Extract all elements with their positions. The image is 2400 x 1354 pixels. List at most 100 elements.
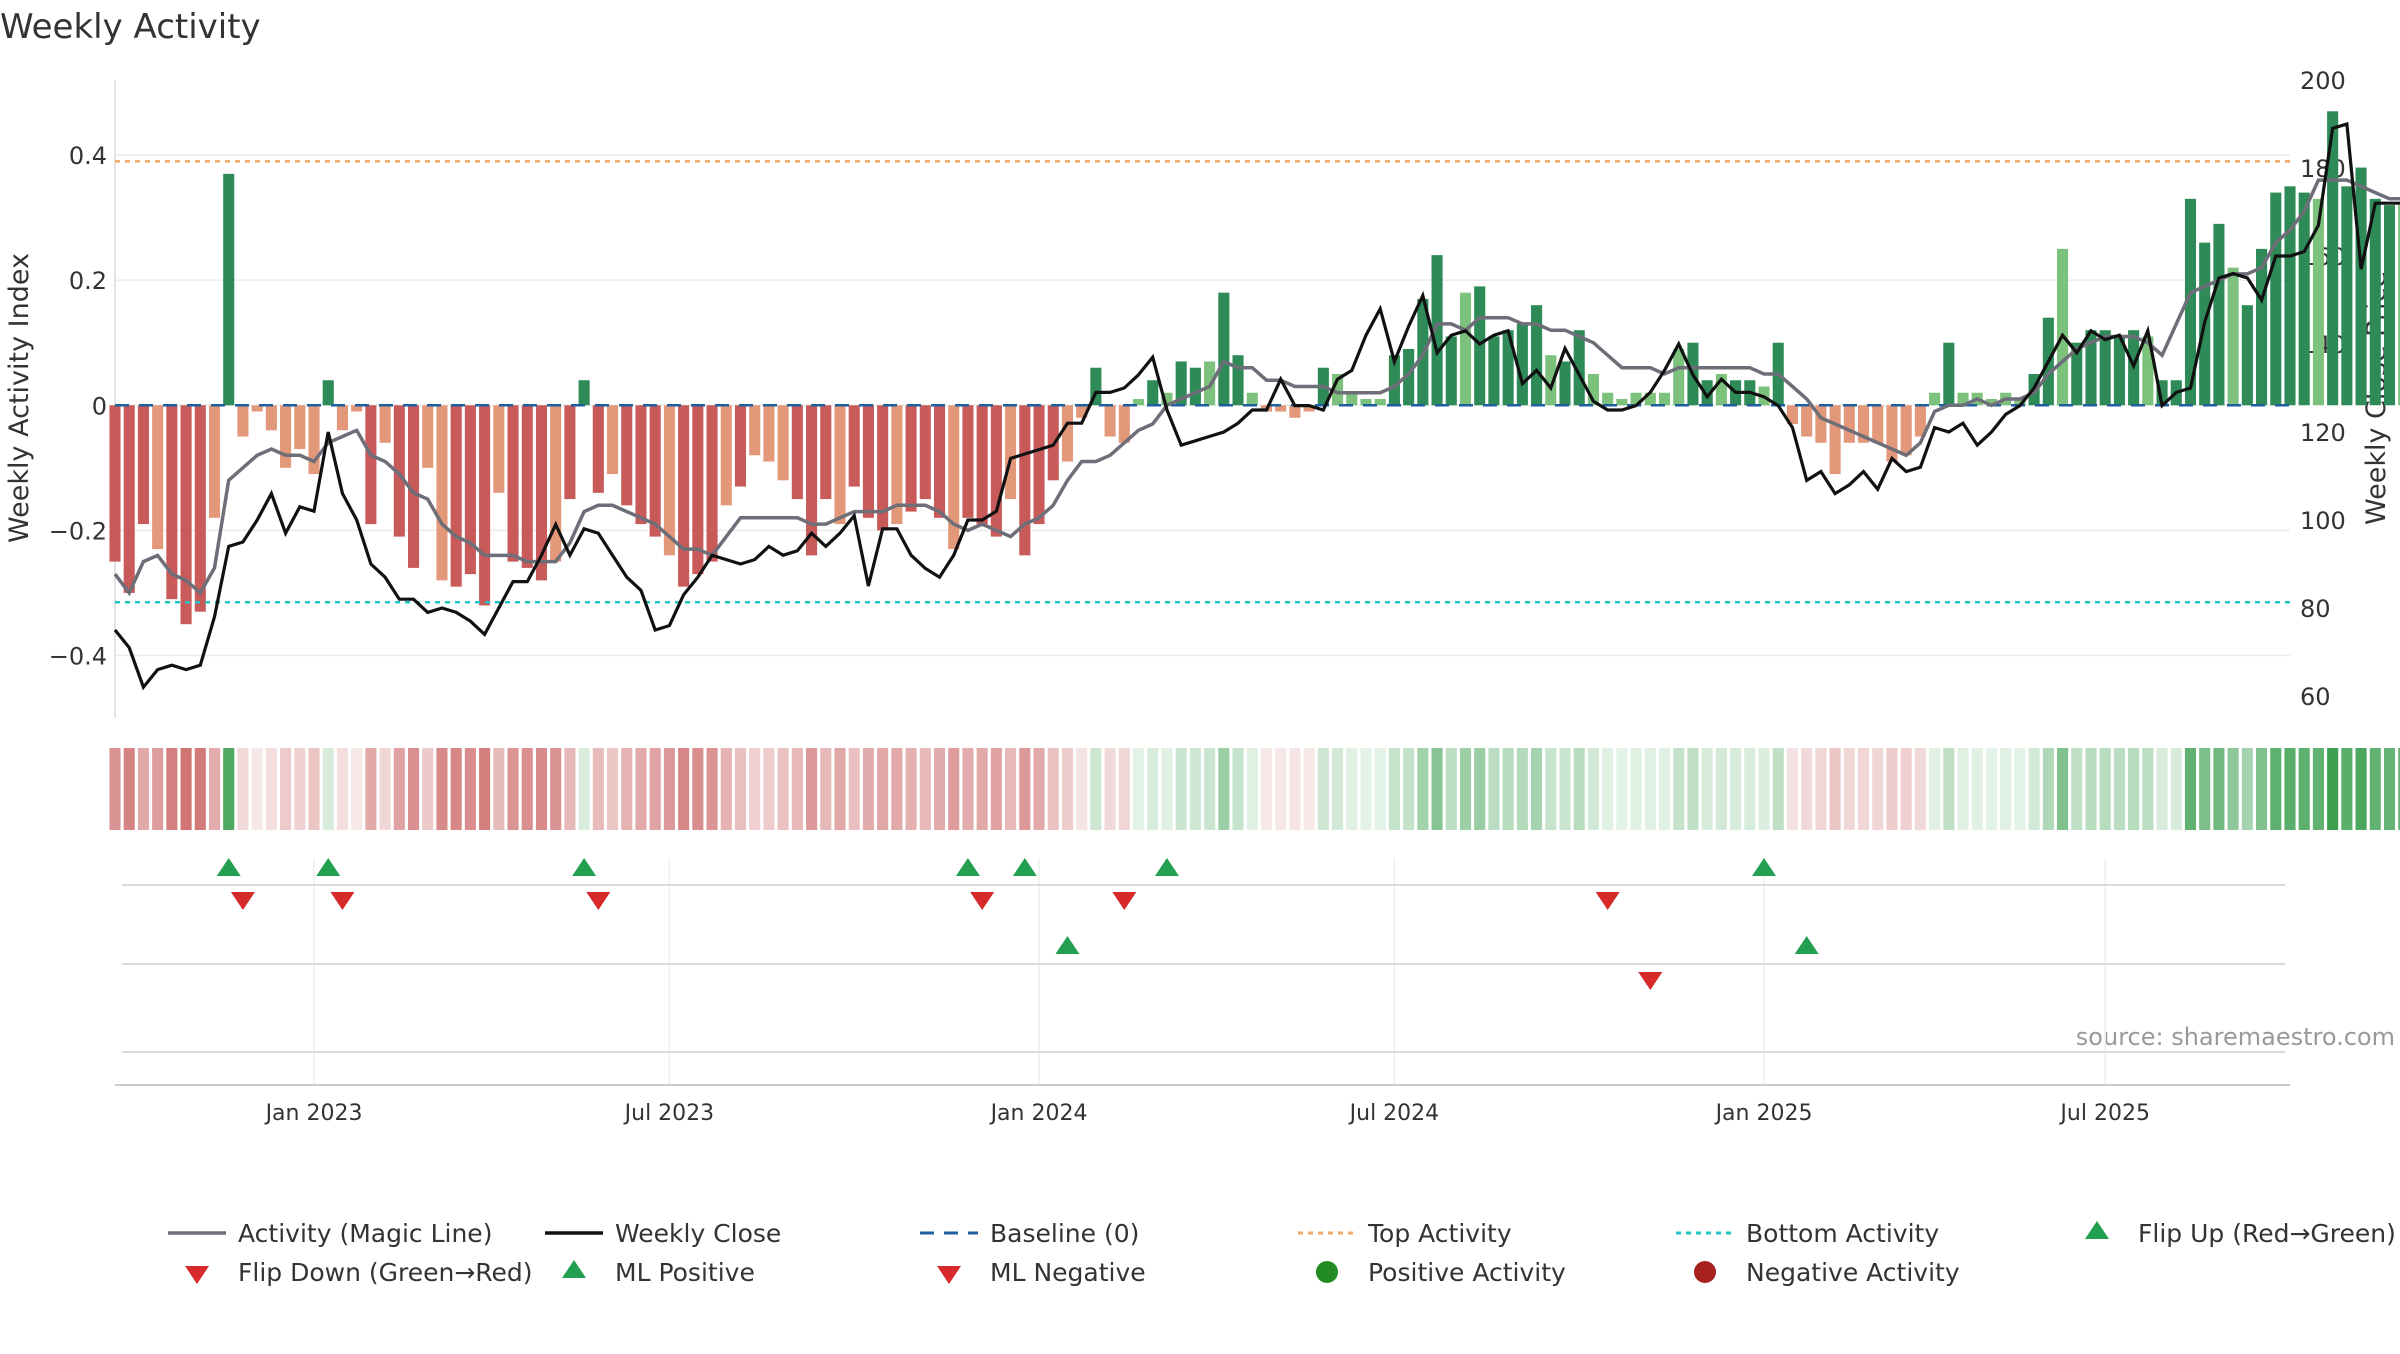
heat-cell [777, 748, 789, 830]
right-tick-label: 200 [2300, 67, 2346, 95]
heat-cell [393, 748, 405, 830]
heat-cell [464, 748, 476, 830]
heat-cell [2284, 748, 2296, 830]
heat-cell [1772, 748, 1784, 830]
heat-cell [1161, 748, 1173, 830]
heat-cell [592, 748, 604, 830]
activity-bar [1118, 405, 1130, 443]
heat-cell [265, 748, 277, 830]
heat-cell [962, 748, 974, 830]
activity-bar [2057, 248, 2069, 406]
activity-bar [2227, 267, 2239, 406]
heat-cell [2241, 748, 2253, 830]
activity-bar [407, 405, 420, 568]
heat-cell [137, 748, 149, 830]
heat-cell [1005, 748, 1017, 830]
heat-cell [749, 748, 761, 830]
activity-bar [2341, 186, 2353, 406]
heat-cell [2156, 748, 2168, 830]
heat-cell [1346, 748, 1358, 830]
heat-cell [1644, 748, 1656, 830]
heat-cell [1417, 748, 1429, 830]
right-tick-label: 120 [2300, 419, 2346, 447]
activity-bar [1104, 405, 1116, 437]
heat-cell [806, 748, 818, 830]
activity-bar [948, 405, 960, 550]
activity-bar [208, 405, 221, 518]
activity-bar [1232, 355, 1244, 406]
heat-cell [2000, 748, 2012, 830]
activity-bar [1829, 405, 1841, 475]
activity-bar [365, 405, 377, 525]
activity-bar [550, 405, 562, 562]
activity-bar [1943, 342, 1955, 406]
heat-cell [607, 748, 619, 830]
activity-bar [1673, 348, 1685, 406]
heat-cell [1459, 748, 1472, 830]
heat-cell [1786, 748, 1798, 830]
activity-bar [1303, 405, 1315, 412]
heat-cell [1047, 748, 1059, 830]
activity-bar [2327, 111, 2339, 406]
activity-bar [422, 405, 434, 468]
heat-cell [479, 748, 491, 830]
heat-cell [891, 748, 903, 830]
flip-up-marker [216, 858, 241, 876]
activity-bar [607, 405, 619, 475]
activity-bar [1630, 392, 1642, 406]
activity-bar [2156, 380, 2168, 406]
activity-bar [877, 405, 889, 531]
heat-cell [1886, 748, 1898, 830]
flip-up-marker [572, 858, 597, 876]
heat-cell [1175, 748, 1187, 830]
activity-bar [1076, 405, 1088, 418]
activity-bar [1658, 392, 1671, 406]
activity-bar [1431, 255, 1443, 406]
heat-cell [322, 748, 334, 830]
activity-bar [123, 405, 135, 593]
activity-bar [1061, 405, 1073, 462]
heat-cell [535, 748, 548, 830]
flip-up-marker [1752, 858, 1777, 876]
activity-bar [336, 405, 348, 431]
activity-bar [1900, 405, 1912, 456]
heat-cell [2383, 748, 2396, 830]
activity-bar [2355, 167, 2367, 406]
activity-bar [109, 405, 121, 562]
activity-bar [479, 405, 491, 606]
heat-cell [2199, 748, 2211, 830]
activity-bar [621, 405, 633, 506]
legend-label: ML Positive [615, 1258, 755, 1287]
heat-cell [1374, 748, 1386, 830]
activity-bar [1175, 361, 1187, 406]
heat-cell [2341, 748, 2353, 830]
heat-cell [1630, 748, 1642, 830]
heat-cell [692, 748, 704, 830]
heat-cell [365, 748, 377, 830]
heat-cell [1118, 748, 1130, 830]
activity-bar [2398, 205, 2400, 406]
heat-cell [1431, 748, 1443, 830]
flip-up-marker [1154, 858, 1179, 876]
activity-bar [1573, 330, 1585, 406]
heat-cell [237, 748, 249, 830]
heat-cell [976, 748, 988, 830]
legend-label: Flip Down (Green→Red) [238, 1258, 533, 1287]
ml-negative-marker [1638, 972, 1663, 990]
heat-cell [1260, 748, 1273, 830]
heat-cell [1360, 748, 1372, 830]
activity-bar [1957, 392, 1969, 406]
activity-bar [1531, 305, 1543, 406]
activity-bar [351, 405, 363, 412]
activity-bar [763, 405, 775, 462]
activity-bar [919, 405, 931, 500]
activity-bar [1275, 405, 1287, 412]
heat-cell [450, 748, 462, 830]
activity-bar [578, 380, 590, 406]
legend-label: Flip Up (Red→Green) [2138, 1219, 2396, 1248]
activity-bar [933, 405, 946, 518]
heat-cell [493, 748, 505, 830]
ml-positive-marker [1055, 936, 1080, 954]
heat-cell [351, 748, 363, 830]
activity-bar [223, 173, 235, 406]
